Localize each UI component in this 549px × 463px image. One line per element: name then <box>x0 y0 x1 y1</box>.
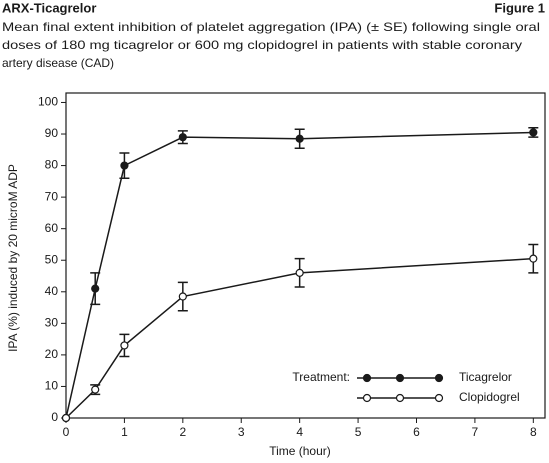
marker <box>362 373 372 383</box>
y-tick-label: 0 <box>51 410 58 424</box>
subtitle: doses of 180 mg ticagrelor or 600 mg clo… <box>2 38 522 52</box>
subtitle: Mean final extent inhibition of platelet… <box>2 20 540 34</box>
legend-title: Treatment: <box>292 370 350 384</box>
x-tick-label: 7 <box>472 425 479 439</box>
x-tick-label: 1 <box>121 425 128 439</box>
marker <box>395 393 405 403</box>
y-tick-label: 10 <box>45 379 59 393</box>
series-line <box>65 131 534 419</box>
marker <box>529 128 538 137</box>
x-tick-label: 2 <box>179 425 186 439</box>
figure-label: Figure 1 <box>494 0 545 15</box>
y-tick-label: 50 <box>45 252 59 266</box>
x-tick-label: 0 <box>63 425 70 439</box>
marker <box>295 268 304 277</box>
marker <box>61 413 71 423</box>
x-tick-label: 4 <box>296 425 303 439</box>
y-tick-label: 90 <box>45 126 59 140</box>
marker <box>120 161 129 170</box>
marker <box>178 292 187 301</box>
legend-label: Ticagrelor <box>459 370 512 384</box>
marker <box>362 393 372 403</box>
marker <box>120 341 129 350</box>
legend-label: Clopidogrel <box>459 390 520 404</box>
y-tick-label: 30 <box>45 316 59 330</box>
y-tick-label: 20 <box>45 347 59 361</box>
marker <box>434 393 444 403</box>
y-tick-label: 70 <box>45 189 59 203</box>
y-axis-label: IPA (%) induced by 20 microM ADP <box>6 164 20 352</box>
x-tick-label: 5 <box>355 425 362 439</box>
marker <box>91 385 100 394</box>
y-tick-label: 60 <box>45 221 59 235</box>
marker <box>395 373 405 383</box>
marker <box>91 284 100 293</box>
x-tick-label: 8 <box>530 425 537 439</box>
marker <box>434 373 444 383</box>
subtitle: artery disease (CAD) <box>2 56 114 70</box>
x-tick-label: 6 <box>413 425 420 439</box>
marker <box>529 254 538 263</box>
plot-frame <box>65 92 546 419</box>
x-tick-label: 3 <box>238 425 245 439</box>
marker <box>295 134 304 143</box>
marker <box>178 133 187 142</box>
y-tick-label: 80 <box>45 158 59 172</box>
y-tick-label: 100 <box>38 95 58 109</box>
y-tick-label: 40 <box>45 284 59 298</box>
x-axis-label: Time (hour) <box>269 444 331 458</box>
chart-title: ARX-Ticagrelor <box>2 0 96 15</box>
